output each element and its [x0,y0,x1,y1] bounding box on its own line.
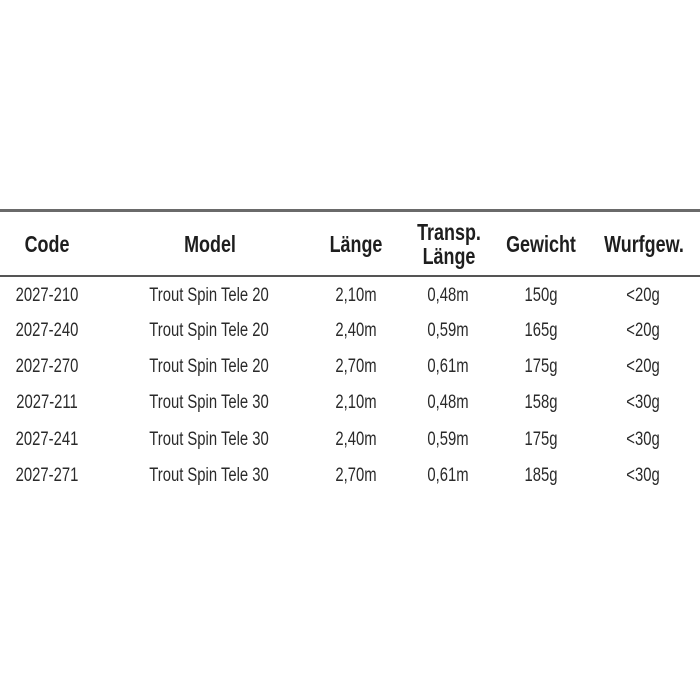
cell-wurfgewicht: <30g [626,392,660,413]
header-code: Code [24,231,70,257]
cell-wurfgewicht: <20g [626,285,660,306]
header-transp-laenge: Transp. Länge [417,220,481,268]
header-model: Model [184,231,236,257]
table-header-rule [0,275,700,277]
cell-laenge: 2,40m [335,429,377,450]
header-wurfgewicht: Wurfgew. [604,231,684,257]
cell-code: 2027-211 [16,392,78,413]
cell-transp-laenge: 0,48m [427,392,469,413]
cell-model: Trout Spin Tele 20 [149,285,269,306]
cell-laenge: 2,40m [335,320,377,341]
cell-laenge: 2,10m [335,285,377,306]
table-top-rule [0,209,700,212]
cell-wurfgewicht: <20g [626,320,660,341]
cell-gewicht: 165g [524,320,558,341]
cell-model: Trout Spin Tele 30 [149,465,269,486]
cell-gewicht: 150g [524,285,558,306]
cell-model: Trout Spin Tele 30 [149,392,269,413]
cell-transp-laenge: 0,48m [427,285,469,306]
cell-transp-laenge: 0,61m [427,356,469,377]
cell-code: 2027-240 [15,320,79,341]
cell-code: 2027-270 [15,356,79,377]
header-laenge: Länge [329,231,383,257]
cell-gewicht: 185g [524,465,558,486]
cell-code: 2027-210 [15,285,79,306]
cell-gewicht: 175g [524,356,558,377]
cell-code: 2027-271 [15,465,79,486]
header-transp-line1: Transp. [417,219,481,245]
cell-gewicht: 158g [524,392,558,413]
cell-wurfgewicht: <30g [626,429,660,450]
cell-transp-laenge: 0,61m [427,465,469,486]
cell-transp-laenge: 0,59m [427,320,469,341]
cell-wurfgewicht: <30g [626,465,660,486]
cell-laenge: 2,70m [335,465,377,486]
cell-wurfgewicht: <20g [626,356,660,377]
cell-laenge: 2,70m [335,356,377,377]
cell-laenge: 2,10m [335,392,377,413]
cell-transp-laenge: 0,59m [427,429,469,450]
header-transp-line2: Länge [422,243,476,269]
cell-model: Trout Spin Tele 20 [149,320,269,341]
cell-gewicht: 175g [524,429,558,450]
cell-model: Trout Spin Tele 30 [149,429,269,450]
header-gewicht: Gewicht [506,231,576,257]
cell-model: Trout Spin Tele 20 [149,356,269,377]
cell-code: 2027-241 [15,429,79,450]
